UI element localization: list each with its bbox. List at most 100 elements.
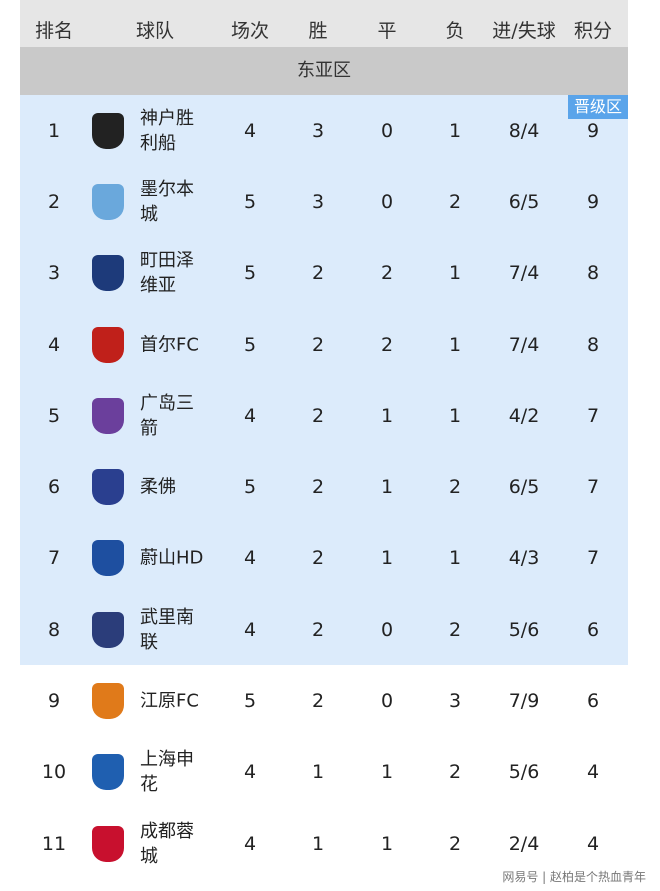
cell-rank: 7 xyxy=(47,547,61,570)
table-row[interactable]: 2 5 3 0 2 6/5 9 墨尔本城 xyxy=(20,166,628,238)
cell-g: 6/5 xyxy=(508,190,540,213)
cell-w: 2 xyxy=(311,404,325,427)
cell-l: 2 xyxy=(448,761,462,784)
team-name[interactable]: 成都蓉城 xyxy=(140,820,194,867)
team-name[interactable]: 町田泽维亚 xyxy=(140,250,194,297)
table-row[interactable]: 4 5 2 2 1 7/4 8 首尔FC xyxy=(20,308,628,381)
table-row[interactable]: 7 4 2 1 1 4/3 7 蔚山HD xyxy=(20,522,628,595)
cell-p: 4 xyxy=(243,404,257,427)
team-name[interactable]: 广岛三箭 xyxy=(140,392,194,439)
team-name[interactable]: 柔佛 xyxy=(140,476,176,498)
cell-g: 7/9 xyxy=(508,690,540,713)
cell-p: 4 xyxy=(243,618,257,641)
cell-w: 2 xyxy=(311,618,325,641)
table-row[interactable]: 3 5 2 2 1 7/4 8 町田泽维亚 xyxy=(20,237,628,309)
cell-g: 4/2 xyxy=(508,404,540,427)
team-logo-icon xyxy=(92,469,124,506)
table-row[interactable]: 晋级区 1 4 3 0 1 8/4 9 神户胜利船 xyxy=(20,95,628,167)
cell-w: 3 xyxy=(311,119,325,142)
cell-rank: 6 xyxy=(47,476,61,499)
header-points: 积分 xyxy=(573,20,613,42)
watermark: 网易号 | 赵柏是个热血青年 xyxy=(502,870,646,884)
cell-d: 2 xyxy=(380,262,394,285)
team-name[interactable]: 蔚山HD xyxy=(140,547,204,569)
header-played: 场次 xyxy=(230,20,270,42)
cell-d: 0 xyxy=(380,190,394,213)
cell-rank: 1 xyxy=(47,119,61,142)
cell-pts: 4 xyxy=(586,761,600,784)
cell-d: 0 xyxy=(380,119,394,142)
standings-table: 排名 球队 场次 胜 平 负 进/失球 积分 东亚区 晋级区 1 4 3 0 1 8/4 9 神… xyxy=(20,0,628,879)
team-logo-icon xyxy=(92,683,124,720)
cell-rank: 4 xyxy=(47,333,61,356)
cell-p: 5 xyxy=(243,333,257,356)
cell-rank: 10 xyxy=(41,761,67,784)
cell-g: 8/4 xyxy=(508,119,540,142)
cell-d: 1 xyxy=(380,761,394,784)
cell-rank: 5 xyxy=(47,404,61,427)
cell-w: 3 xyxy=(311,190,325,213)
cell-g: 5/6 xyxy=(508,761,540,784)
team-name[interactable]: 江原FC xyxy=(140,690,199,712)
cell-l: 2 xyxy=(448,832,462,855)
cell-l: 1 xyxy=(448,547,462,570)
cell-pts: 7 xyxy=(586,404,600,427)
cell-d: 1 xyxy=(380,832,394,855)
table-row[interactable]: 8 4 2 0 2 5/6 6 武里南联 xyxy=(20,594,628,666)
table-row[interactable]: 11 4 1 1 2 2/4 4 成都蓉城 xyxy=(20,808,628,879)
cell-d: 0 xyxy=(380,618,394,641)
team-name[interactable]: 武里南联 xyxy=(140,606,194,653)
team-name[interactable]: 墨尔本城 xyxy=(140,178,194,225)
cell-p: 5 xyxy=(243,476,257,499)
cell-g: 7/4 xyxy=(508,333,540,356)
cell-rank: 8 xyxy=(47,618,61,641)
header-drawn: 平 xyxy=(377,20,397,42)
cell-g: 4/3 xyxy=(508,547,540,570)
cell-l: 2 xyxy=(448,476,462,499)
team-logo-icon xyxy=(92,255,124,292)
cell-w: 2 xyxy=(311,547,325,570)
cell-p: 5 xyxy=(243,262,257,285)
header-team: 球队 xyxy=(135,20,175,42)
team-logo-icon xyxy=(92,397,124,434)
team-name[interactable]: 上海申花 xyxy=(140,749,194,796)
region-title: 东亚区 xyxy=(20,47,628,95)
team-logo-icon xyxy=(92,825,124,862)
cell-d: 1 xyxy=(380,547,394,570)
cell-l: 2 xyxy=(448,190,462,213)
cell-l: 2 xyxy=(448,618,462,641)
cell-rank: 3 xyxy=(47,262,61,285)
cell-pts: 7 xyxy=(586,547,600,570)
header-rank: 排名 xyxy=(34,20,74,42)
team-name[interactable]: 神户胜利船 xyxy=(140,107,194,154)
table-row[interactable]: 10 4 1 1 2 5/6 4 上海申花 xyxy=(20,737,628,808)
cell-w: 2 xyxy=(311,690,325,713)
cell-pts: 8 xyxy=(586,333,600,356)
team-name[interactable]: 首尔FC xyxy=(140,334,199,356)
cell-l: 1 xyxy=(448,333,462,356)
cell-p: 4 xyxy=(243,119,257,142)
cell-l: 3 xyxy=(448,690,462,713)
cell-d: 0 xyxy=(380,690,394,713)
cell-w: 1 xyxy=(311,832,325,855)
cell-w: 2 xyxy=(311,262,325,285)
cell-g: 5/6 xyxy=(508,618,540,641)
header-won: 胜 xyxy=(308,20,328,42)
team-logo-icon xyxy=(92,540,124,577)
cell-p: 4 xyxy=(243,832,257,855)
cell-d: 2 xyxy=(380,333,394,356)
cell-pts: 6 xyxy=(586,618,600,641)
table-row[interactable]: 9 5 2 0 3 7/9 6 江原FC xyxy=(20,665,628,736)
cell-rank: 2 xyxy=(47,190,61,213)
cell-p: 5 xyxy=(243,190,257,213)
table-row[interactable]: 5 4 2 1 1 4/2 7 广岛三箭 xyxy=(20,380,628,452)
cell-l: 1 xyxy=(448,404,462,427)
cell-pts: 9 xyxy=(586,119,600,142)
table-row[interactable]: 6 5 2 1 2 6/5 7 柔佛 xyxy=(20,451,628,523)
qualified-badge: 晋级区 xyxy=(567,95,628,119)
table-header: 排名 球队 场次 胜 平 负 进/失球 积分 xyxy=(20,0,628,47)
cell-l: 1 xyxy=(448,262,462,285)
cell-g: 6/5 xyxy=(508,476,540,499)
cell-d: 1 xyxy=(380,404,394,427)
cell-g: 7/4 xyxy=(508,262,540,285)
